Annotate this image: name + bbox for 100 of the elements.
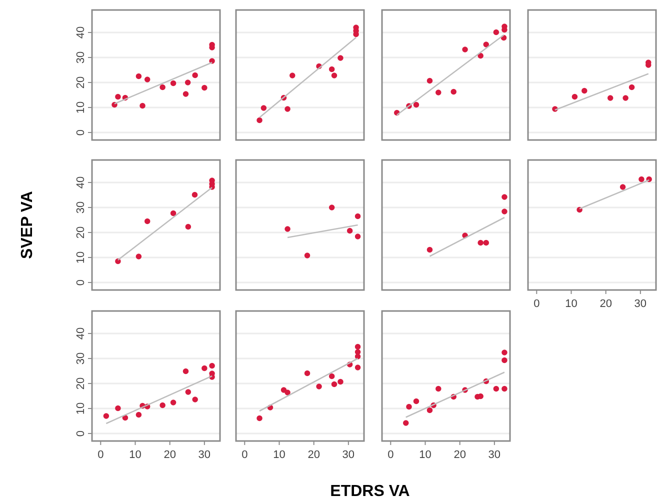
- point: [502, 357, 508, 364]
- y-tick-label: 30: [75, 201, 87, 214]
- point: [256, 117, 262, 124]
- y-tick-label: 30: [75, 352, 87, 365]
- y-tick-label: 10: [75, 251, 87, 264]
- point: [284, 226, 290, 232]
- point: [502, 350, 508, 356]
- x-tick-label: 30: [342, 449, 355, 461]
- point: [493, 29, 500, 36]
- point: [406, 404, 412, 410]
- point: [413, 102, 420, 108]
- point: [478, 240, 484, 246]
- x-tick-label: 0: [534, 298, 540, 310]
- point: [572, 94, 578, 100]
- point: [328, 373, 335, 380]
- point: [628, 84, 635, 90]
- y-tick-label: 10: [75, 101, 87, 114]
- point: [338, 378, 344, 385]
- point: [338, 55, 344, 61]
- point: [483, 42, 490, 48]
- point: [280, 387, 287, 393]
- x-tick-label: 0: [242, 449, 248, 461]
- x-tick-label: 30: [198, 449, 211, 461]
- point: [331, 72, 338, 78]
- point: [136, 254, 142, 260]
- point: [346, 228, 353, 234]
- x-tick-label: 20: [600, 298, 612, 310]
- point: [160, 84, 166, 90]
- point: [607, 95, 614, 101]
- point: [436, 90, 442, 96]
- point: [354, 213, 361, 220]
- point: [478, 52, 484, 59]
- point: [450, 88, 456, 95]
- x-tick-label: 10: [273, 449, 286, 461]
- x-tick-label: 30: [634, 298, 647, 310]
- point: [354, 234, 361, 240]
- x-tick-label: 10: [565, 298, 578, 310]
- point: [144, 218, 150, 224]
- point: [426, 246, 433, 253]
- x-tick-label: 10: [419, 449, 432, 461]
- y-tick-label: 20: [75, 226, 87, 239]
- y-tick-label: 0: [75, 129, 87, 136]
- y-axis-title: SVEP VA: [19, 190, 36, 259]
- point: [354, 344, 361, 350]
- point: [328, 204, 335, 210]
- x-axis-title: ETDRS VA: [330, 483, 410, 500]
- point: [103, 413, 110, 419]
- point: [284, 106, 290, 112]
- point: [402, 420, 409, 426]
- point: [502, 194, 508, 200]
- point: [140, 102, 146, 109]
- point: [136, 73, 142, 80]
- y-tick-label: 30: [75, 51, 87, 64]
- point: [622, 95, 628, 101]
- point: [426, 407, 433, 414]
- point: [502, 208, 508, 214]
- point: [144, 76, 150, 82]
- point: [582, 88, 588, 94]
- point: [426, 78, 433, 84]
- y-tick-label: 20: [75, 76, 87, 89]
- y-tick-label: 0: [75, 430, 87, 437]
- point: [202, 365, 208, 372]
- y-tick-label: 40: [75, 26, 87, 39]
- point: [202, 84, 208, 91]
- point: [304, 370, 310, 376]
- point: [413, 398, 420, 404]
- point: [256, 415, 262, 422]
- point: [304, 252, 310, 258]
- point: [331, 381, 338, 388]
- point: [462, 46, 468, 52]
- point: [185, 389, 192, 395]
- point: [184, 80, 191, 86]
- y-tick-label: 20: [75, 377, 87, 390]
- point: [354, 364, 361, 370]
- point: [328, 66, 335, 72]
- point: [436, 386, 442, 392]
- point: [192, 192, 198, 198]
- point: [182, 368, 189, 374]
- point: [209, 362, 215, 369]
- point: [115, 94, 121, 100]
- point: [192, 72, 198, 78]
- point: [115, 405, 121, 412]
- point: [136, 412, 142, 418]
- x-tick-label: 0: [98, 449, 104, 461]
- point: [493, 386, 500, 392]
- y-tick-label: 40: [75, 327, 87, 340]
- point: [483, 240, 490, 246]
- y-tick-label: 0: [75, 279, 87, 286]
- y-tick-label: 10: [75, 402, 87, 415]
- point: [192, 396, 198, 402]
- x-tick-label: 20: [308, 449, 320, 461]
- x-tick-label: 10: [129, 449, 142, 461]
- x-tick-label: 30: [488, 449, 501, 461]
- point: [170, 80, 176, 86]
- point: [182, 91, 189, 97]
- point: [502, 386, 508, 392]
- y-tick-label: 40: [75, 176, 87, 189]
- point: [170, 400, 176, 406]
- point: [284, 390, 290, 396]
- x-tick-label: 20: [454, 449, 466, 461]
